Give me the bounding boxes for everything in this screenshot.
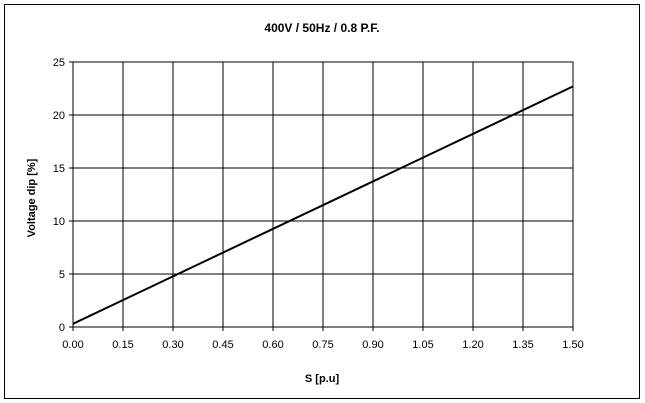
chart-frame: 400V / 50Hz / 0.8 P.F. 0.00 0.15 0.30 0.45 0…: [4, 4, 640, 399]
y-tick-label: 10: [53, 216, 65, 228]
y-tick-label: 25: [53, 57, 65, 69]
grid: [69, 61, 574, 331]
plot-area-border: [72, 61, 574, 328]
line-chart: 400V / 50Hz / 0.8 P.F. 0.00 0.15 0.30 0.45 0…: [26, 21, 584, 385]
series-line: [72, 85, 574, 325]
x-axis-label: S [p.u]: [305, 373, 340, 385]
x-tick-label: 0.45: [212, 339, 233, 351]
x-tick-label: 1.05: [412, 339, 433, 351]
x-tick-label: 1.20: [462, 339, 483, 351]
y-tick-label: 20: [53, 110, 65, 122]
x-tick-label: 0.00: [62, 339, 83, 351]
x-tick-label: 0.60: [262, 339, 283, 351]
x-tick-label: 0.15: [112, 339, 133, 351]
y-tick-label: 5: [59, 269, 65, 281]
x-tick-label: 1.35: [512, 339, 533, 351]
y-tick-label: 15: [53, 163, 65, 175]
y-axis-label: Voltage dip [%]: [26, 158, 38, 237]
x-tick-label: 0.30: [162, 339, 183, 351]
x-tick-label: 0.75: [312, 339, 333, 351]
x-tick-label: 0.90: [362, 339, 383, 351]
series-layer: [72, 85, 574, 325]
x-tick-label: 1.50: [562, 339, 583, 351]
tick-labels: 0.00 0.15 0.30 0.45 0.60 0.75 0.90 1.05 1.20 1.35…: [53, 57, 584, 351]
chart-title: 400V / 50Hz / 0.8 P.F.: [264, 21, 379, 35]
y-tick-label: 0: [59, 322, 65, 334]
